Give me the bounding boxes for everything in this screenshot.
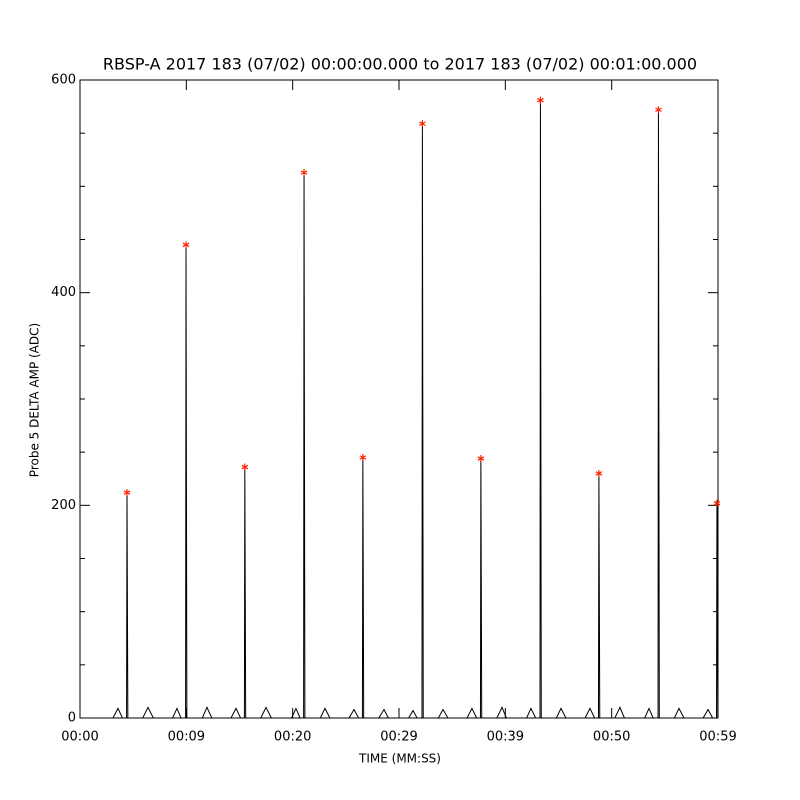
y-tick-label: 600 [51,73,76,88]
marker-stroke [537,97,544,103]
marker-stroke [359,455,367,460]
x-tick-label: 00:00 [61,730,98,745]
x-axis-label: TIME (MM:SS) [358,752,441,766]
peak-marker [241,463,249,471]
marker-stroke [595,471,603,476]
x-tick-label: 00:29 [380,730,417,745]
peak-marker [537,96,544,104]
peak-marker [477,455,485,463]
marker-stroke [123,490,131,495]
y-axis-label: Probe 5 DELTA AMP (ADC) [28,323,42,477]
peak-marker [419,120,426,128]
marker-stroke [300,170,308,175]
x-tick-label: 00:50 [593,730,630,745]
marker-stroke [713,500,721,506]
x-tick-label: 00:39 [487,730,524,745]
marker-stroke [182,242,190,248]
x-tick-label: 00:09 [168,730,205,745]
marker-stroke [419,121,426,126]
x-tick-label: 00:59 [699,730,736,745]
peak-marker [655,106,662,114]
peak-marker [123,489,131,497]
marker-stroke [241,464,249,470]
chart-title: RBSP-A 2017 183 (07/02) 00:00:00.000 to … [103,55,697,74]
signal-line [112,100,719,719]
peak-marker [182,241,190,249]
peak-marker [359,453,367,461]
marker-stroke [477,456,485,461]
y-tick-label: 0 [68,711,76,726]
peak-marker [595,469,603,477]
marker-stroke [655,107,662,113]
peak-marker [300,169,308,177]
x-tick-label: 00:20 [274,730,311,745]
y-tick-label: 200 [51,498,76,513]
y-tick-label: 400 [51,285,76,300]
peak-marker [713,499,721,507]
plot-frame [79,79,719,719]
